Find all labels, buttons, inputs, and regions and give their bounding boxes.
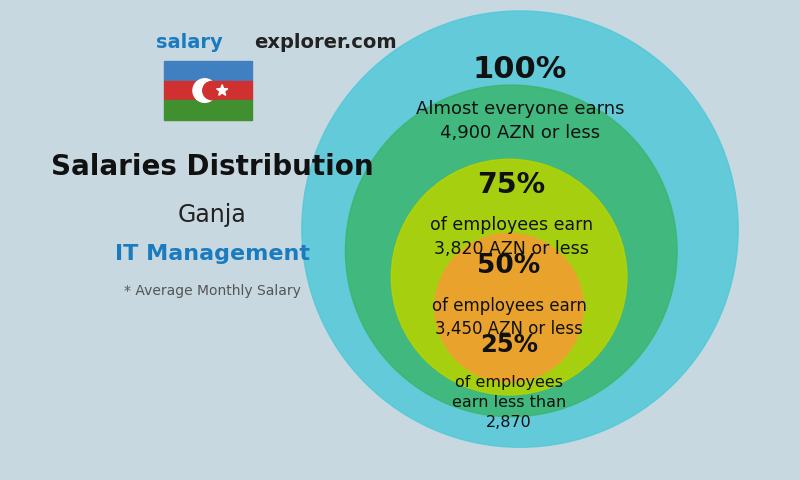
Bar: [164, 61, 252, 81]
Circle shape: [302, 11, 738, 447]
Circle shape: [346, 85, 677, 417]
Text: of employees earn
3,820 AZN or less: of employees earn 3,820 AZN or less: [430, 216, 593, 258]
Text: 25%: 25%: [480, 333, 538, 357]
Text: 100%: 100%: [473, 55, 567, 84]
Circle shape: [202, 82, 221, 100]
Circle shape: [193, 79, 217, 102]
Text: of employees
earn less than
2,870: of employees earn less than 2,870: [452, 375, 566, 430]
Circle shape: [391, 159, 627, 395]
Text: Salaries Distribution: Salaries Distribution: [51, 153, 374, 181]
Text: 75%: 75%: [478, 171, 546, 200]
Text: explorer.com: explorer.com: [254, 33, 397, 52]
Circle shape: [435, 233, 583, 382]
Text: IT Management: IT Management: [115, 244, 310, 264]
Polygon shape: [217, 84, 228, 96]
Text: salary: salary: [156, 33, 222, 52]
Text: Ganja: Ganja: [178, 203, 246, 227]
Text: 50%: 50%: [478, 253, 541, 279]
Bar: [164, 81, 252, 100]
Text: * Average Monthly Salary: * Average Monthly Salary: [124, 284, 301, 298]
Bar: [164, 100, 252, 120]
Text: Almost everyone earns
4,900 AZN or less: Almost everyone earns 4,900 AZN or less: [416, 100, 624, 142]
Text: of employees earn
3,450 AZN or less: of employees earn 3,450 AZN or less: [432, 297, 586, 338]
